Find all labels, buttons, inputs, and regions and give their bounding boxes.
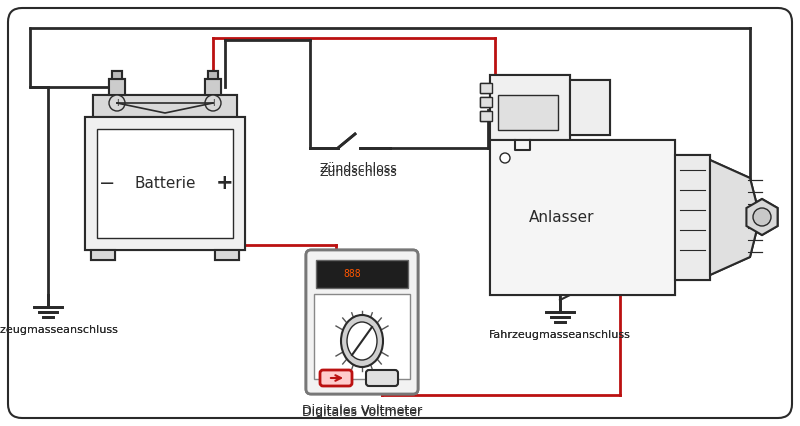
FancyBboxPatch shape: [366, 370, 398, 386]
Bar: [91, 250, 115, 260]
Circle shape: [753, 208, 771, 226]
Text: I: I: [116, 98, 118, 107]
Text: +: +: [216, 173, 234, 193]
Bar: [480, 83, 492, 93]
Circle shape: [109, 95, 125, 111]
Bar: [215, 250, 239, 260]
FancyBboxPatch shape: [320, 370, 352, 386]
FancyBboxPatch shape: [366, 370, 398, 386]
Text: Fahrzeugmasseanschluss: Fahrzeugmasseanschluss: [0, 325, 119, 335]
Text: I: I: [212, 98, 214, 107]
Bar: [97, 129, 233, 238]
Text: 888: 888: [321, 270, 335, 279]
Text: I: I: [212, 98, 214, 107]
Bar: [112, 71, 122, 79]
Text: 888: 888: [341, 270, 355, 279]
Text: Batterie: Batterie: [134, 176, 196, 190]
Circle shape: [500, 153, 510, 163]
Bar: [109, 79, 125, 95]
Ellipse shape: [347, 322, 377, 360]
FancyBboxPatch shape: [306, 250, 418, 394]
FancyBboxPatch shape: [320, 370, 352, 386]
Bar: [480, 83, 492, 93]
Bar: [490, 140, 675, 295]
Text: Zündschloss: Zündschloss: [320, 166, 398, 179]
Bar: [314, 294, 410, 379]
Text: −: −: [99, 173, 115, 193]
Text: Batterie: Batterie: [134, 176, 196, 190]
Bar: [490, 140, 675, 295]
Text: Anlasser: Anlasser: [530, 210, 594, 225]
Bar: [93, 95, 237, 117]
FancyBboxPatch shape: [306, 250, 418, 394]
Bar: [85, 117, 245, 250]
Bar: [480, 111, 492, 121]
Bar: [91, 250, 115, 260]
Bar: [498, 95, 558, 130]
Bar: [85, 117, 245, 250]
Polygon shape: [746, 199, 778, 235]
Bar: [205, 79, 221, 95]
Bar: [316, 260, 408, 288]
Bar: [490, 75, 570, 140]
Circle shape: [205, 95, 221, 111]
Bar: [570, 80, 610, 135]
Text: Zündschloss: Zündschloss: [320, 162, 398, 175]
Text: Digitales Voltmeter: Digitales Voltmeter: [302, 404, 422, 417]
Circle shape: [753, 208, 771, 226]
Bar: [316, 260, 408, 288]
Bar: [480, 97, 492, 107]
Bar: [93, 95, 237, 117]
Bar: [675, 155, 710, 280]
Circle shape: [500, 153, 510, 163]
Text: Anlasser: Anlasser: [530, 210, 594, 225]
Text: I: I: [116, 98, 118, 107]
Text: Fahrzeugmasseanschluss: Fahrzeugmasseanschluss: [489, 330, 631, 340]
Bar: [109, 79, 125, 95]
Text: Fahrzeugmasseanschluss: Fahrzeugmasseanschluss: [0, 325, 119, 335]
Bar: [97, 129, 233, 238]
Polygon shape: [746, 199, 778, 235]
Text: 888: 888: [361, 270, 375, 279]
Circle shape: [109, 95, 125, 111]
Bar: [480, 111, 492, 121]
Text: Digitales Voltmeter: Digitales Voltmeter: [302, 406, 422, 419]
Polygon shape: [710, 160, 760, 275]
FancyBboxPatch shape: [8, 8, 792, 418]
Bar: [215, 250, 239, 260]
Polygon shape: [710, 160, 760, 275]
Bar: [490, 75, 570, 140]
Bar: [208, 71, 218, 79]
Circle shape: [205, 95, 221, 111]
Bar: [675, 155, 710, 280]
Text: 888: 888: [343, 269, 361, 279]
Bar: [570, 80, 610, 135]
Bar: [480, 97, 492, 107]
Bar: [112, 71, 122, 79]
Ellipse shape: [341, 315, 383, 367]
Bar: [498, 95, 558, 130]
Ellipse shape: [347, 322, 377, 360]
Bar: [208, 71, 218, 79]
Text: +: +: [216, 173, 234, 193]
Bar: [314, 294, 410, 379]
Bar: [205, 79, 221, 95]
Text: −: −: [99, 173, 115, 193]
Ellipse shape: [341, 315, 383, 367]
Text: Fahrzeugmasseanschluss: Fahrzeugmasseanschluss: [489, 330, 631, 340]
